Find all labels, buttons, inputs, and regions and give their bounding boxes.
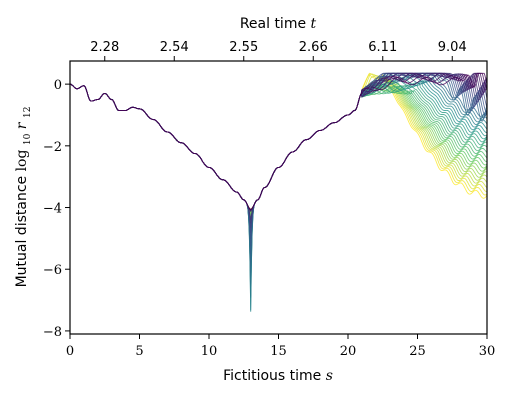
top-tick-label: 2.66 [299, 40, 328, 55]
series-line [69, 73, 487, 210]
top-axis-title: Real time t [240, 16, 317, 32]
series-line [69, 83, 488, 234]
x-axis-title-text: Fictitious time [223, 368, 321, 384]
series-line [69, 83, 488, 255]
series-line [69, 73, 488, 210]
top-tick-label: 2.28 [90, 40, 119, 55]
series-line [69, 72, 488, 239]
x-tick-label: 20 [340, 344, 357, 359]
series-line [69, 72, 488, 263]
series-line [69, 82, 488, 215]
top-tick-label: 2.54 [160, 40, 189, 55]
series-line [69, 72, 488, 211]
top-tick-label: 2.55 [229, 40, 258, 55]
y-tick-label: −8 [43, 325, 62, 340]
series-line [69, 79, 487, 298]
y-tick-label: 0 [54, 78, 62, 93]
series-line [69, 83, 488, 229]
x-tick-label: 15 [270, 344, 287, 359]
series-line [69, 80, 488, 286]
x-tick-label: 0 [66, 344, 74, 359]
x-tick-label: 25 [409, 344, 426, 359]
y-axis-title-log: log [14, 150, 30, 172]
series-line [69, 72, 488, 254]
x-tick-label: 10 [201, 344, 218, 359]
top-tick-label: 9.04 [438, 40, 467, 55]
series-line [69, 72, 488, 210]
y-axis-title-log-base: 10 [23, 133, 33, 145]
y-axis-title: Mutual distance log 10 r 12 [14, 107, 34, 288]
series-line [69, 72, 488, 220]
series-line [69, 76, 488, 311]
series-line [69, 72, 488, 273]
y-tick-label: −4 [43, 202, 62, 217]
series-curves [69, 72, 488, 312]
y-axis-title-text: Mutual distance [14, 176, 30, 288]
top-axis-title-var: t [311, 16, 317, 32]
series-line [69, 83, 488, 218]
series-line [69, 72, 488, 211]
series-line [69, 72, 488, 212]
y-axis-ticks: 0 −2 −4 −6 −8 [43, 78, 70, 340]
y-axis-title-var-sub: 12 [23, 107, 33, 118]
x-axis-title: Fictitious time s [223, 368, 333, 384]
top-tick-label: 6.11 [368, 40, 397, 55]
y-tick-label: −2 [43, 140, 62, 155]
y-axis-title-var: r [14, 121, 30, 129]
series-line [69, 72, 488, 211]
x-tick-label: 30 [479, 344, 496, 359]
series-line [69, 72, 488, 210]
top-axis-ticks: 2.28 2.54 2.55 2.66 6.11 9.04 [90, 40, 467, 61]
x-axis-ticks: 0 5 10 15 20 25 30 [66, 334, 495, 359]
top-axis-title-text: Real time [240, 16, 306, 32]
series-line [69, 83, 488, 247]
series-line [69, 72, 488, 213]
series-line [69, 80, 488, 213]
x-axis-title-var: s [326, 368, 333, 384]
x-tick-label: 5 [135, 344, 143, 359]
series-line [69, 72, 488, 233]
series-line [69, 77, 488, 312]
y-tick-label: −6 [43, 263, 62, 278]
